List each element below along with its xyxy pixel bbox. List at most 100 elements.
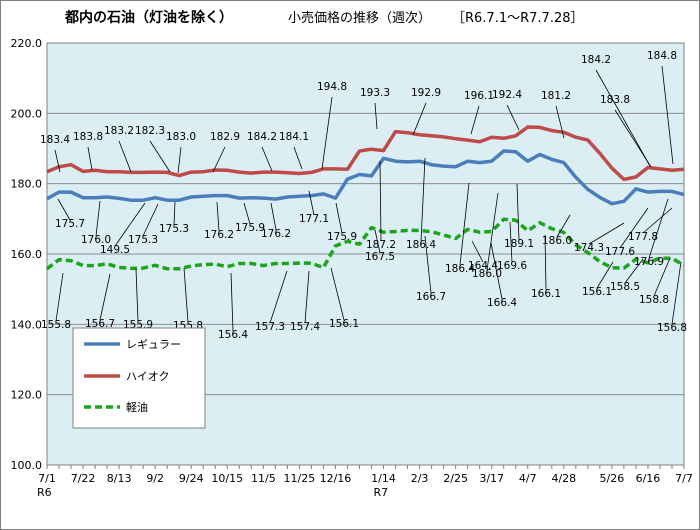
annotation-leader xyxy=(379,160,382,242)
x-tick-label: 2/3 xyxy=(411,472,429,485)
data-label: 177.8 xyxy=(628,231,658,243)
x-tick-label: 7/7 xyxy=(675,472,693,485)
x-tick-label: 11/5 xyxy=(251,472,276,485)
annotation-leader xyxy=(149,140,171,173)
annotation-leader xyxy=(506,104,520,131)
data-label: 192.9 xyxy=(411,87,441,99)
annotation-leader xyxy=(556,214,571,238)
data-label: 181.2 xyxy=(541,90,571,102)
x-tick-label: 8/13 xyxy=(107,472,132,485)
data-label: 158.8 xyxy=(639,294,669,306)
series-line-diesel xyxy=(45,217,685,271)
data-label: 176.0 xyxy=(81,234,111,246)
data-label: 166.7 xyxy=(416,291,446,303)
x-tick-label: 10/15 xyxy=(211,472,243,485)
data-label: 192.4 xyxy=(492,89,522,101)
x-tick-label: 12/16 xyxy=(320,472,352,485)
data-label: 182.9 xyxy=(210,131,240,143)
data-label: 186.4 xyxy=(406,239,436,251)
annotation-leader xyxy=(661,65,674,165)
annotation-leader xyxy=(642,207,673,234)
annotation-leader xyxy=(619,207,649,249)
x-tick-label: 11/25 xyxy=(284,472,316,485)
data-label: 183.8 xyxy=(600,94,630,106)
chart-subtitle: 小売価格の推移（週次） xyxy=(288,10,431,26)
x-tick-label: 5/26 xyxy=(600,472,625,485)
data-label: 175.3 xyxy=(128,234,158,246)
x-tick-label: 7/22 xyxy=(71,472,96,485)
annotation-leader xyxy=(555,105,565,139)
year-label: R6 xyxy=(37,486,52,499)
data-label: 187.2 xyxy=(366,239,396,251)
annotation-leader xyxy=(54,149,61,173)
annotation-leader xyxy=(304,270,310,324)
annotation-leader xyxy=(509,221,513,263)
annotation-leader xyxy=(335,202,343,234)
data-label: 184.2 xyxy=(247,131,277,143)
annotation-leader xyxy=(173,201,176,226)
annotation-leader xyxy=(270,202,277,231)
annotation-leader xyxy=(420,157,426,242)
x-tick-label: 9/24 xyxy=(179,472,204,485)
annotation-leader xyxy=(653,257,671,297)
data-label: 177.1 xyxy=(299,213,329,225)
data-label: 184.1 xyxy=(279,131,309,143)
annotation-leader xyxy=(374,229,381,254)
legend-label-premium: ハイオク xyxy=(126,370,170,383)
data-label: 183.0 xyxy=(166,131,196,143)
annotation-leader xyxy=(183,267,189,323)
data-label: 186.0 xyxy=(472,268,502,280)
data-label: 166.4 xyxy=(487,297,517,309)
y-tick-label: 200.0 xyxy=(11,107,43,120)
annotation-leader xyxy=(99,273,111,321)
data-label: 189.1 xyxy=(504,238,534,250)
data-label: 164.4 xyxy=(468,260,498,272)
data-label: 156.1 xyxy=(582,286,612,298)
x-tick-label: 1/14 xyxy=(371,472,396,485)
x-tick-label: 9/2 xyxy=(146,472,164,485)
annotation-leader xyxy=(648,198,669,259)
data-label: 157.4 xyxy=(290,321,320,333)
data-label: 156.1 xyxy=(329,318,359,330)
data-label: 167.5 xyxy=(365,251,395,263)
x-tick-label: 4/7 xyxy=(519,472,537,485)
annotation-leader xyxy=(269,270,288,324)
annotation-leader xyxy=(588,222,625,245)
data-label: 149.5 xyxy=(100,244,130,256)
legend-label-diesel: 軽油 xyxy=(126,400,148,414)
annotation-leader xyxy=(374,102,378,130)
data-label: 175.9 xyxy=(327,231,357,243)
annotation-leader xyxy=(470,105,480,135)
data-label: 177.6 xyxy=(605,246,635,258)
data-label: 155.8 xyxy=(41,319,71,331)
data-label: 176.2 xyxy=(261,228,291,240)
data-label: 183.4 xyxy=(40,134,70,146)
data-label: 196.1 xyxy=(464,90,494,102)
annotation-leader xyxy=(261,146,273,172)
annotation-leader xyxy=(177,146,182,174)
annotation-leader xyxy=(293,146,303,170)
data-label: 194.8 xyxy=(317,81,347,93)
data-label: 183.2 xyxy=(104,125,134,137)
data-label: 193.3 xyxy=(360,87,390,99)
y-tick-label: 140.0 xyxy=(11,318,43,331)
annotation-leader xyxy=(596,261,614,289)
data-label: 156.8 xyxy=(657,322,687,334)
annotation-leader xyxy=(87,146,93,171)
annotation-leader xyxy=(424,235,432,294)
chart-title: 都内の石油（灯油を除く） xyxy=(64,9,233,26)
y-tick-label: 220.0 xyxy=(11,37,43,50)
data-label: 176.2 xyxy=(204,229,234,241)
data-label: 156.7 xyxy=(85,318,115,330)
data-label: 175.3 xyxy=(159,223,189,235)
data-label: 169.6 xyxy=(497,260,527,272)
x-tick-label: 4/28 xyxy=(551,472,576,485)
data-label: 166.1 xyxy=(531,288,561,300)
annotation-leader xyxy=(243,202,251,225)
x-tick-label: 6/16 xyxy=(636,472,661,485)
y-tick-label: 100.0 xyxy=(11,459,43,472)
annotation-leader xyxy=(490,242,503,300)
x-tick-label: 3/17 xyxy=(479,472,504,485)
x-tick-label: 7/1 xyxy=(38,472,56,485)
series-line-regular xyxy=(46,149,685,206)
